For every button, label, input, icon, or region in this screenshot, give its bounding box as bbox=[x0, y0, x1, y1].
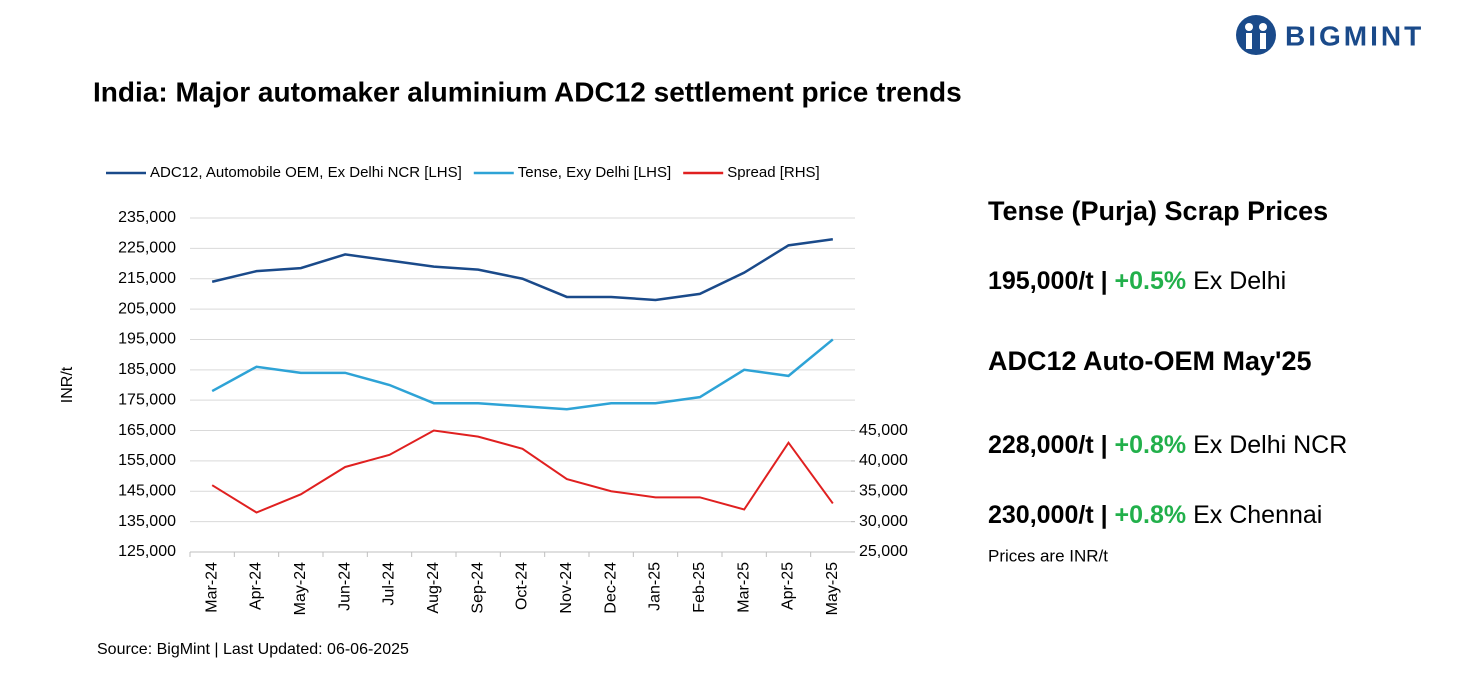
y-tick-label: 185,000 bbox=[118, 361, 176, 378]
separator: | bbox=[1101, 267, 1108, 295]
source-note: Source: BigMint | Last Updated: 06-06-20… bbox=[97, 641, 409, 658]
y-tick-label: 125,000 bbox=[118, 543, 176, 560]
y-tick-label: 135,000 bbox=[118, 513, 176, 530]
y2-tick-label: 35,000 bbox=[859, 482, 908, 499]
logo-icon bbox=[1236, 15, 1276, 55]
y-tick-label: 145,000 bbox=[118, 482, 176, 499]
y-tick-label: 155,000 bbox=[118, 452, 176, 469]
x-tick-label: Jan-25 bbox=[647, 562, 664, 611]
panel-line: 228,000/t | +0.8% Ex Delhi NCR bbox=[988, 431, 1347, 459]
x-tick-label: Jun-24 bbox=[336, 562, 353, 611]
x-tick-label: Apr-24 bbox=[248, 562, 265, 610]
x-tick-label: Feb-25 bbox=[691, 562, 708, 613]
series-line bbox=[211, 338, 834, 411]
x-tick-label: Dec-24 bbox=[602, 562, 619, 614]
panel-heading: ADC12 Auto-OEM May'25 bbox=[988, 346, 1311, 376]
change: +0.5% bbox=[1115, 267, 1187, 295]
x-tick-label: May-24 bbox=[292, 562, 309, 615]
y2-tick-label: 40,000 bbox=[859, 452, 908, 469]
location: Ex Chennai bbox=[1193, 501, 1322, 529]
x-tick-label: Mar-24 bbox=[203, 562, 220, 613]
location: Ex Delhi NCR bbox=[1193, 431, 1347, 459]
y-tick-label: 225,000 bbox=[118, 240, 176, 257]
logo-text: BIGMINT bbox=[1285, 20, 1424, 51]
price: 195,000/t bbox=[988, 267, 1094, 295]
price: 228,000/t bbox=[988, 431, 1094, 459]
legend-label: Tense, Exy Delhi [LHS] bbox=[518, 164, 671, 181]
panel-line: 195,000/t | +0.5% Ex Delhi bbox=[988, 267, 1286, 295]
separator: | bbox=[1101, 501, 1108, 529]
change: +0.8% bbox=[1115, 431, 1187, 459]
legend-label: Spread [RHS] bbox=[727, 164, 820, 181]
y-tick-label: 165,000 bbox=[118, 422, 176, 439]
x-tick-label: Jul-24 bbox=[381, 562, 398, 606]
y-tick-label: 175,000 bbox=[118, 391, 176, 408]
panel-line: 230,000/t | +0.8% Ex Chennai bbox=[988, 501, 1322, 529]
separator: | bbox=[1101, 431, 1108, 459]
y2-tick-label: 45,000 bbox=[859, 422, 908, 439]
y2-tick-label: 25,000 bbox=[859, 543, 908, 560]
y2-tick-label: 30,000 bbox=[859, 513, 908, 530]
x-tick-label: Aug-24 bbox=[425, 562, 442, 614]
y-tick-label: 205,000 bbox=[118, 300, 176, 317]
panel-note: Prices are INR/t bbox=[988, 546, 1108, 565]
change: +0.8% bbox=[1115, 501, 1187, 529]
y-tick-label: 195,000 bbox=[118, 331, 176, 348]
y-tick-label: 235,000 bbox=[118, 209, 176, 226]
x-tick-label: Nov-24 bbox=[558, 562, 575, 614]
chart-title: India: Major automaker aluminium ADC12 s… bbox=[93, 76, 962, 107]
x-tick-label: May-25 bbox=[824, 562, 841, 615]
x-tick-label: Oct-24 bbox=[514, 562, 531, 610]
location: Ex Delhi bbox=[1193, 267, 1286, 295]
series-line bbox=[211, 238, 834, 302]
x-tick-label: Sep-24 bbox=[469, 562, 486, 614]
y-axis-title: INR/t bbox=[59, 366, 76, 403]
price: 230,000/t bbox=[988, 501, 1094, 529]
x-tick-label: Apr-25 bbox=[780, 562, 797, 610]
x-tick-label: Mar-25 bbox=[735, 562, 752, 613]
series-line bbox=[211, 429, 834, 514]
legend-label: ADC12, Automobile OEM, Ex Delhi NCR [LHS… bbox=[150, 164, 462, 181]
y-tick-label: 215,000 bbox=[118, 270, 176, 287]
panel-heading: Tense (Purja) Scrap Prices bbox=[988, 196, 1328, 226]
